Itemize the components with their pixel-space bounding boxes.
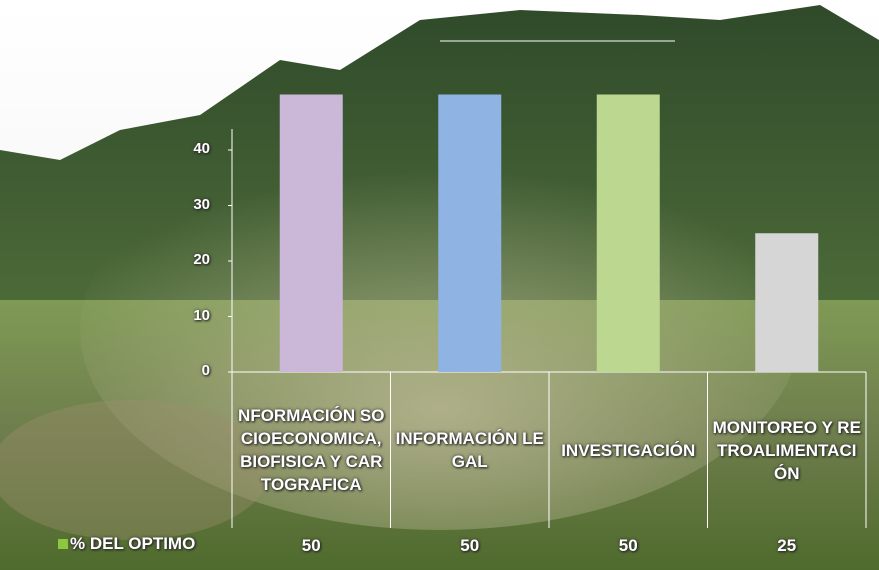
table-value: 50 bbox=[301, 536, 321, 555]
category-label: INFORMACIÓN LEGAL bbox=[395, 429, 544, 471]
legend-swatch bbox=[58, 539, 68, 549]
bar bbox=[279, 94, 343, 372]
legend-label: % DEL OPTIMO bbox=[70, 534, 196, 553]
y-tick-label: 0 bbox=[201, 362, 210, 379]
y-tick-label: 10 bbox=[193, 306, 210, 324]
table-value: 50 bbox=[618, 536, 638, 555]
bar bbox=[755, 233, 819, 372]
y-tick-label: 20 bbox=[193, 251, 210, 268]
table-value: 25 bbox=[777, 536, 797, 555]
category-label: MONITOREO Y RETROALIMENTACIÓN bbox=[712, 417, 861, 483]
y-tick-label: 40 bbox=[193, 140, 210, 157]
category-label: INVESTIGACIÓN bbox=[561, 440, 696, 460]
y-tick-label: 30 bbox=[193, 195, 210, 213]
bar bbox=[438, 94, 502, 372]
category-label: NFORMACIÓN SOCIOECONOMICA, BIOFISICA Y C… bbox=[238, 406, 385, 494]
bar bbox=[596, 94, 660, 372]
table-value: 50 bbox=[460, 536, 480, 555]
